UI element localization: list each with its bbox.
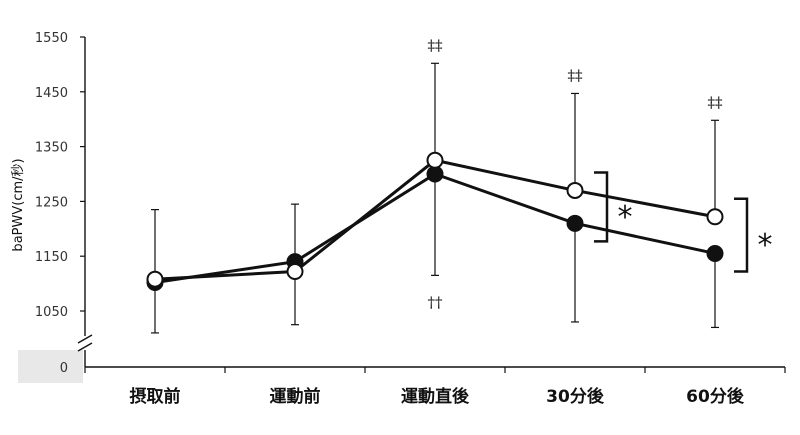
x-tick-label: 60分後 [686, 386, 745, 407]
y-tick-label: 1250 [35, 195, 68, 210]
significance-bracket [594, 171, 609, 243]
x-tick-label: 30分後 [546, 386, 605, 407]
x-tick-label: 摂取前 [130, 386, 181, 407]
data-point-open [146, 270, 164, 288]
significance-mark: †† [428, 293, 444, 311]
y-tick-label: 1050 [35, 305, 68, 320]
data-point-open [706, 208, 724, 226]
x-tick-label: 運動前 [270, 386, 321, 407]
zero-label-background [18, 350, 83, 383]
axis-break-mark [77, 334, 93, 344]
axes [77, 37, 785, 368]
significance-star: * [758, 228, 773, 263]
data-point-open [426, 151, 444, 169]
x-tick-label: 運動直後 [401, 386, 470, 407]
y-tick-label: 1350 [35, 141, 68, 156]
x-ticks: 摂取前 運動前 運動直後 30分後 60分後 [84, 367, 786, 407]
significance-star: * [618, 200, 633, 235]
axis-break-mark [77, 342, 93, 352]
y-axis-title: baPWV(cm/秒) [11, 158, 26, 251]
data-point-filled [706, 244, 724, 262]
y-ticks: 1050 1150 1250 1350 1450 1550 [35, 31, 85, 320]
significance-mark: ‡‡ [428, 36, 444, 54]
significance-mark: ‡‡ [568, 66, 584, 84]
data-point-open [566, 181, 584, 199]
y-tick-label: 1150 [35, 250, 68, 265]
y-tick-label: 1450 [35, 86, 68, 101]
significance-bracket [734, 197, 749, 273]
data-point-filled [566, 214, 584, 232]
y-tick-label: 1550 [35, 31, 68, 46]
significance-mark: ‡‡ [708, 93, 724, 111]
data-points [146, 151, 724, 292]
annotations: ‡‡ ‡‡ ‡‡ †† * * [428, 36, 773, 311]
data-point-open [286, 263, 304, 281]
y-tick-label-zero: 0 [60, 361, 68, 376]
